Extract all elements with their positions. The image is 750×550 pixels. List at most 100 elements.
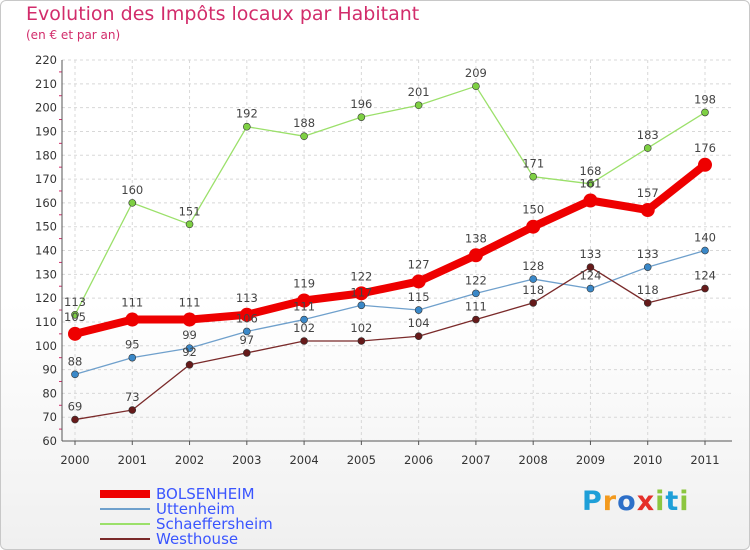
series-line-schaeffersheim [74,85,706,316]
data-label-uttenheim: 111 [293,300,315,314]
data-label-bolsenheim: 138 [465,231,487,245]
x-tick-label: 2002 [175,453,204,467]
data-point-uttenheim [71,370,79,379]
data-point-westhouse [643,299,652,307]
data-point-westhouse [300,337,308,345]
x-tick-label: 2010 [633,453,662,467]
x-tick-label: 2004 [289,453,318,467]
data-point-bolsenheim [526,219,541,234]
y-tick-label: 70 [42,410,57,424]
data-point-bolsenheim [640,203,655,218]
data-label-bolsenheim: 176 [694,141,716,155]
data-label-westhouse: 102 [293,321,315,335]
data-label-uttenheim: 115 [408,290,430,304]
logo-letter: r [602,486,618,517]
chart-title: Evolution des Impôts locaux par Habitant [26,3,420,25]
data-point-uttenheim [529,275,537,283]
data-point-westhouse [185,360,194,369]
data-point-bolsenheim [297,293,312,308]
data-point-schaeffersheim [472,82,480,90]
y-tick-label: 120 [35,291,57,305]
data-label-westhouse: 92 [182,345,197,359]
data-label-schaeffersheim: 183 [637,128,659,142]
data-label-schaeffersheim: 188 [293,116,315,130]
x-tick-label: 2000 [60,453,89,467]
y-tick-label: 100 [35,339,57,353]
x-tick-label: 2006 [404,453,433,467]
data-point-uttenheim [128,353,137,362]
data-label-uttenheim: 88 [68,354,83,368]
data-point-westhouse [243,349,251,357]
logo-letter: i [679,486,690,517]
series-line-bolsenheim [74,161,708,338]
data-point-schaeffersheim [586,180,595,188]
data-label-bolsenheim: 113 [236,291,258,305]
data-point-westhouse [357,337,366,345]
data-label-schaeffersheim: 151 [179,204,201,218]
data-point-bolsenheim [239,307,254,322]
legend-swatch [100,508,150,510]
y-tick-label: 210 [35,77,57,91]
y-tick-label: 150 [35,220,57,234]
y-tick-label: 200 [35,101,57,115]
legend-label: Schaeffersheim [156,515,273,533]
chart-subtitle: (en € et par an) [26,28,121,42]
data-label-uttenheim: 117 [350,285,372,299]
data-label-uttenheim: 99 [182,328,197,342]
data-label-uttenheim: 95 [125,338,140,352]
data-point-uttenheim [701,246,709,255]
data-label-schaeffersheim: 198 [694,92,716,106]
data-label-bolsenheim: 111 [179,296,201,310]
data-point-schaeffersheim [243,122,251,131]
data-label-schaeffersheim: 171 [522,157,544,171]
x-tick-label: 2003 [232,453,261,467]
data-label-uttenheim: 122 [465,273,487,287]
x-tick-label: 2005 [347,453,376,467]
y-tick-label: 190 [35,124,57,138]
data-point-bolsenheim [583,193,598,208]
y-tick-label: 90 [42,363,57,377]
data-label-westhouse: 118 [637,283,659,297]
data-point-uttenheim [300,315,308,324]
legend-label: Uttenheim [156,500,235,518]
data-point-schaeffersheim [701,108,709,117]
data-point-bolsenheim [68,326,82,341]
data-point-westhouse [128,406,137,414]
data-label-westhouse: 124 [694,269,716,283]
data-label-westhouse: 69 [68,400,83,414]
y-tick-label: 130 [35,267,57,281]
x-tick-label: 2008 [519,453,548,467]
y-tick-label: 180 [35,148,57,162]
logo-letter: o [617,486,637,517]
data-label-bolsenheim: 111 [121,296,143,310]
data-label-uttenheim: 106 [236,311,258,325]
x-tick-label: 2001 [118,453,147,467]
data-point-uttenheim [472,289,480,298]
data-label-schaeffersheim: 192 [236,107,258,121]
data-label-uttenheim: 128 [522,259,544,273]
legend-swatch [100,523,150,525]
y-tick-label: 110 [35,315,57,329]
legend-label: Westhouse [156,530,239,548]
data-label-westhouse: 118 [522,283,544,297]
data-label-bolsenheim: 161 [579,176,601,190]
data-point-westhouse [71,415,79,424]
data-point-uttenheim [586,284,595,293]
data-label-schaeffersheim: 160 [121,183,143,197]
data-label-schaeffersheim: 113 [64,295,86,309]
data-point-uttenheim [357,301,366,310]
logo-letter: x [636,486,656,517]
y-tick-label: 80 [42,386,57,400]
x-tick-label: 2007 [461,453,490,467]
data-point-bolsenheim [125,312,140,327]
data-point-bolsenheim [182,312,197,327]
data-point-schaeffersheim [128,199,137,207]
data-point-schaeffersheim [643,144,652,152]
data-label-bolsenheim: 150 [522,203,544,217]
data-point-westhouse [701,284,709,293]
proxiti-logo: Proxiti [582,486,690,517]
data-point-westhouse [472,315,480,324]
data-point-schaeffersheim [414,101,423,110]
logo-letter: i [655,486,666,517]
data-point-schaeffersheim [529,172,537,181]
